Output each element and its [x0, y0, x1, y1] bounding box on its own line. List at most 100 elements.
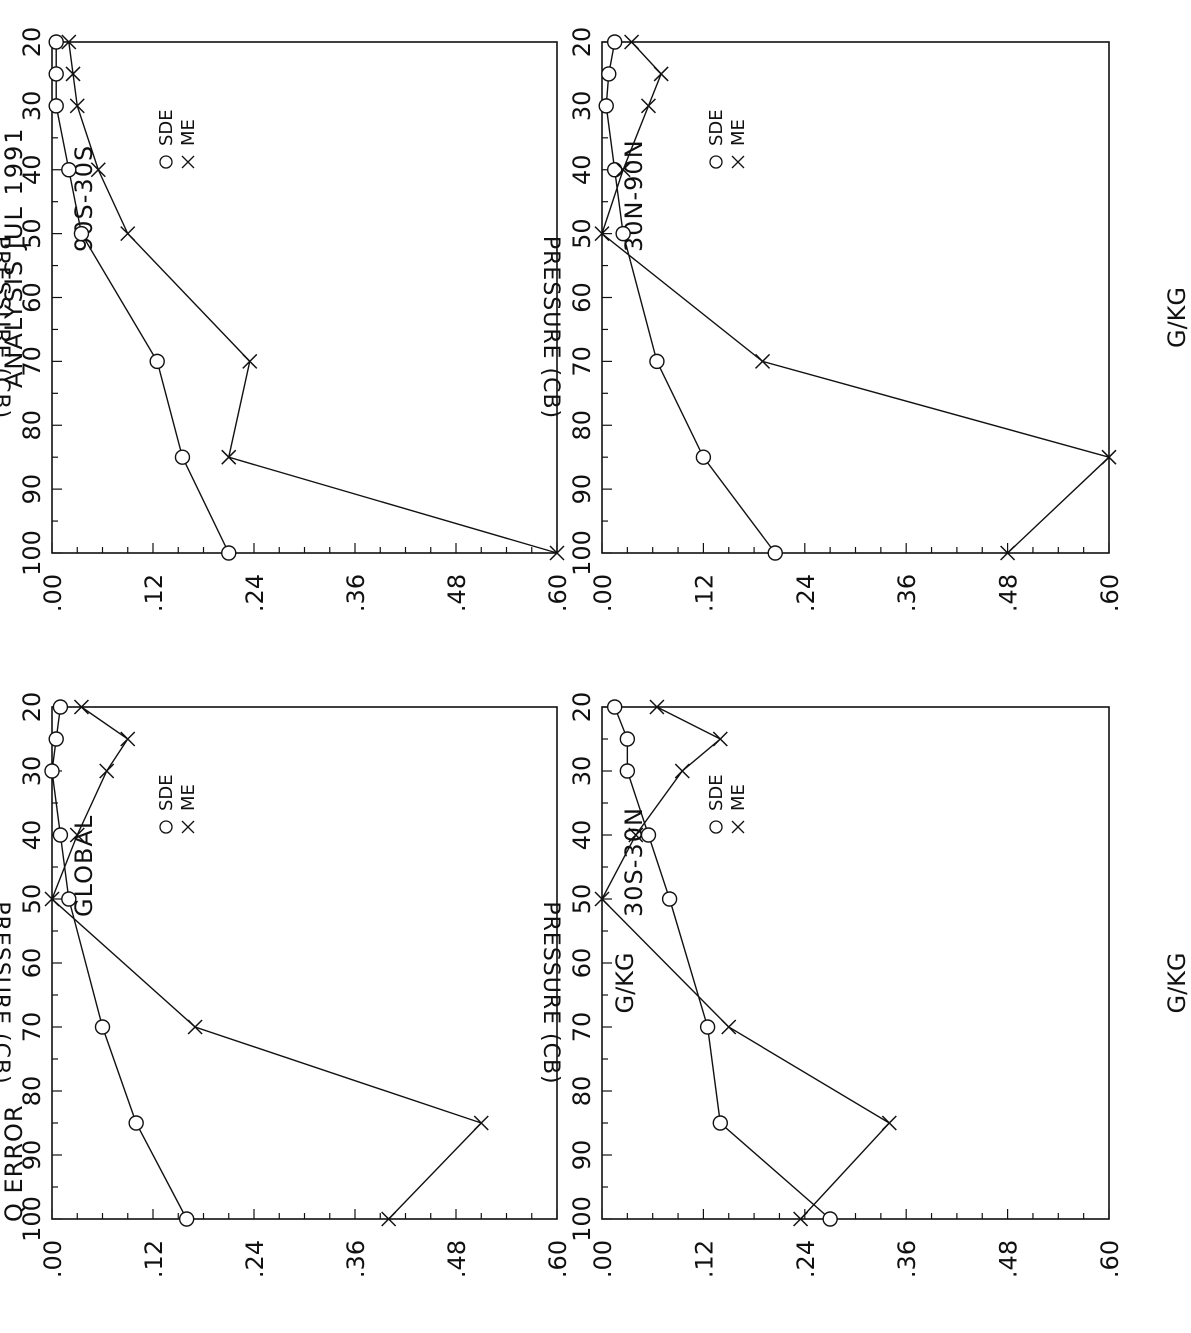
legend-circle-marker: [159, 820, 173, 834]
me-point: [381, 1211, 397, 1227]
sde-point: [822, 1211, 838, 1227]
pressure-tick-label: 20: [568, 692, 596, 723]
pressure-tick-label: 80: [18, 410, 46, 441]
pressure-tick-label: 30: [568, 91, 596, 122]
legend-label: SDE: [706, 109, 727, 146]
series-line: [605, 41, 776, 554]
pressure-tick-label: 90: [568, 1140, 596, 1171]
pressure-tick-label: 70: [18, 346, 46, 377]
legend-x-marker: [181, 155, 195, 169]
value-tick-label: .24: [241, 1240, 269, 1278]
legend-label: SDE: [156, 109, 177, 146]
charts-layer: 2030405060708090100.00.12.24.36.48.60PRE…: [0, 27, 1191, 1278]
chart-panel: 2030405060708090100.00.12.24.36.48.60PRE…: [538, 692, 1191, 1278]
pressure-axis-label: PRESSURE (CB): [538, 236, 563, 419]
sde-point: [699, 1019, 716, 1035]
pressure-tick-label: 90: [18, 474, 46, 505]
pressure-tick-label: 90: [568, 474, 596, 505]
value-tick-label: .60: [1096, 1240, 1124, 1278]
me-point: [90, 162, 106, 178]
sde-point: [48, 98, 64, 114]
sde-point: [52, 699, 69, 715]
me-point: [69, 98, 85, 114]
value-tick-label: .00: [589, 1240, 617, 1278]
sde-point: [619, 763, 636, 779]
figure-title: ANALYSIS JUL 1991: [0, 126, 28, 388]
legend-circle-marker: [709, 155, 723, 169]
value-tick-label: .00: [589, 574, 617, 612]
pressure-tick-label: 70: [18, 1012, 46, 1043]
chart-panel: 2030405060708090100.00.12.24.36.48.60PRE…: [0, 27, 572, 612]
sde-point: [48, 66, 64, 82]
me-point: [594, 226, 610, 242]
sde-point: [44, 763, 60, 779]
sde-point: [149, 353, 165, 370]
sde-point: [61, 162, 77, 178]
legend-label: SDE: [706, 774, 727, 811]
pressure-tick-label: 80: [568, 410, 596, 441]
pressure-tick-label: 20: [18, 692, 46, 723]
pressure-tick-label: 100: [568, 1196, 596, 1242]
value-tick-label: .24: [792, 574, 820, 612]
sde-point: [712, 1115, 728, 1131]
pressure-tick-label: 100: [18, 530, 46, 576]
me-point: [69, 827, 85, 843]
legend-x-marker: [181, 820, 195, 834]
pressure-tick-label: 60: [18, 948, 46, 979]
me-point: [242, 353, 258, 369]
pressure-tick-label: 90: [18, 1140, 46, 1171]
sde-point: [128, 1115, 144, 1131]
me-point: [221, 449, 237, 465]
me-point: [73, 699, 89, 715]
value-tick-label: .12: [690, 574, 718, 612]
plot-frame: [51, 706, 558, 1220]
series-line: [68, 41, 558, 554]
pressure-tick-label: 40: [568, 820, 596, 851]
legend-label: ME: [728, 119, 749, 146]
sde-point: [61, 891, 77, 907]
pressure-tick-label: 30: [18, 91, 46, 122]
value-tick-label: .12: [690, 1240, 718, 1278]
value-tick-label: .00: [39, 1240, 67, 1278]
pressure-tick-label: 40: [18, 820, 46, 851]
chart-panel: 2030405060708090100.00.12.24.36.48.60PRE…: [538, 27, 1191, 612]
legend-x-marker: [731, 155, 745, 169]
me-point: [120, 226, 136, 242]
me-point: [1000, 545, 1016, 561]
value-tick-label: .12: [140, 574, 168, 612]
chart-panel: 2030405060708090100.00.12.24.36.48.60PRE…: [0, 692, 639, 1278]
me-point: [615, 162, 631, 178]
me-point: [120, 731, 136, 747]
plot-frame: [601, 41, 1110, 554]
pressure-axis-label: PRESSURE (CB): [0, 236, 13, 419]
me-point: [793, 1211, 809, 1227]
legend-label: ME: [178, 119, 199, 146]
sde-point: [661, 891, 678, 907]
value-tick-label: .48: [995, 1240, 1023, 1278]
value-tick-label: .60: [544, 1240, 572, 1278]
sde-point: [178, 1211, 195, 1227]
sde-point: [601, 66, 617, 82]
me-point: [61, 34, 77, 50]
me-point: [712, 731, 728, 747]
value-tick-label: .00: [39, 574, 67, 612]
pressure-tick-label: 60: [18, 282, 46, 313]
sde-point: [52, 827, 69, 843]
me-point: [99, 763, 115, 779]
sde-point: [649, 353, 665, 370]
value-tick-label: .48: [443, 574, 471, 612]
value-tick-label: .48: [995, 574, 1023, 612]
value-tick-label: .48: [443, 1240, 471, 1278]
pressure-tick-label: 50: [18, 884, 46, 915]
value-axis-label: G/KG: [611, 952, 639, 1013]
value-tick-label: .36: [893, 1240, 921, 1278]
me-point: [1101, 449, 1117, 465]
pressure-tick-label: 80: [18, 1076, 46, 1107]
sde-point: [48, 731, 64, 747]
value-tick-label: .36: [342, 1240, 370, 1278]
pressure-tick-label: 60: [568, 948, 596, 979]
value-tick-label: .12: [140, 1240, 168, 1278]
pressure-tick-label: 100: [568, 530, 596, 576]
legend-x-marker: [731, 820, 745, 834]
